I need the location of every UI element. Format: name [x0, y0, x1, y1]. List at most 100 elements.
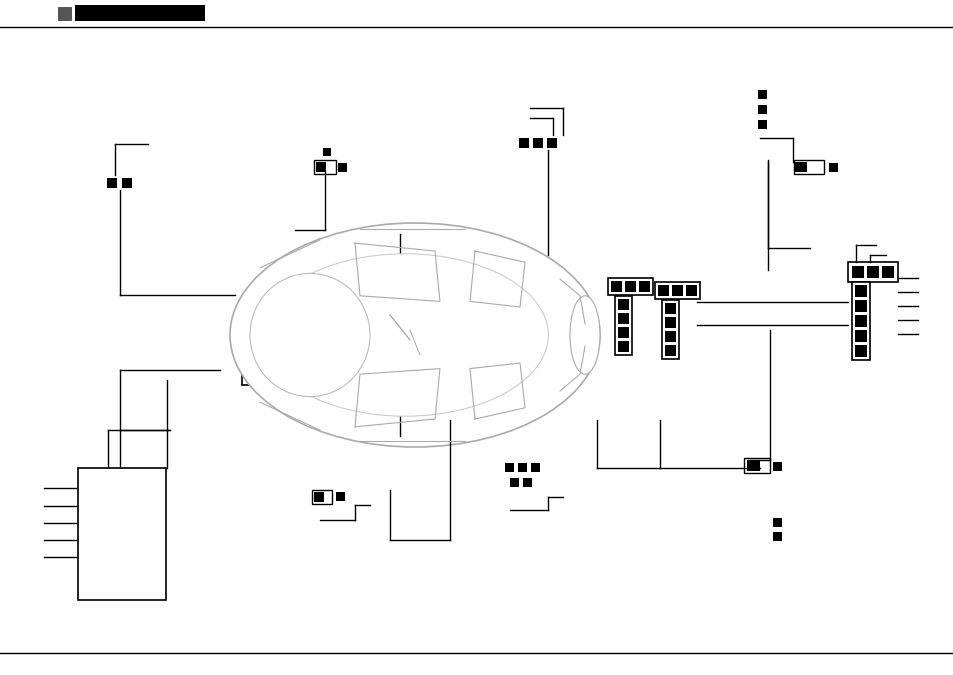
Bar	[116, 472, 130, 486]
Bar	[618, 299, 628, 310]
Bar	[82, 472, 96, 486]
Bar	[772, 532, 781, 541]
Bar	[851, 282, 869, 360]
Bar	[664, 345, 676, 356]
Bar	[258, 319, 269, 329]
Bar	[610, 281, 621, 292]
Bar	[432, 390, 452, 404]
Bar	[854, 345, 866, 357]
Bar	[497, 311, 506, 320]
Bar	[655, 282, 700, 299]
Bar	[497, 298, 506, 307]
Bar	[664, 317, 676, 328]
Bar	[618, 341, 628, 352]
Bar	[661, 300, 679, 359]
Bar	[772, 518, 781, 527]
Bar	[258, 345, 269, 355]
Bar	[82, 490, 96, 504]
Bar	[323, 148, 331, 156]
Bar	[432, 398, 440, 407]
Bar	[434, 392, 443, 402]
Bar	[488, 398, 497, 407]
Bar	[664, 303, 676, 314]
Bar	[793, 160, 823, 174]
Bar	[772, 462, 781, 471]
Bar	[246, 358, 255, 368]
Bar	[152, 512, 164, 528]
Bar	[152, 572, 164, 588]
Ellipse shape	[250, 273, 370, 397]
Bar	[685, 285, 697, 296]
Bar	[82, 526, 96, 540]
Bar	[453, 412, 461, 421]
Bar	[522, 478, 532, 487]
Bar	[497, 285, 506, 294]
Bar	[518, 138, 529, 148]
Bar	[671, 285, 682, 296]
Bar	[152, 552, 164, 568]
Bar	[122, 178, 132, 188]
Bar	[58, 7, 71, 20]
Bar	[618, 327, 628, 338]
Bar	[246, 345, 255, 355]
Bar	[517, 463, 526, 472]
Bar	[152, 472, 164, 488]
Bar	[533, 138, 542, 148]
Bar	[854, 285, 866, 297]
Bar	[639, 281, 649, 292]
Bar	[476, 398, 484, 407]
Bar	[78, 468, 166, 600]
Bar	[854, 300, 866, 312]
Bar	[258, 358, 269, 368]
Bar	[624, 281, 636, 292]
Bar	[75, 5, 205, 21]
Bar	[82, 508, 96, 522]
Bar	[82, 544, 96, 558]
Ellipse shape	[569, 296, 599, 374]
Bar	[510, 478, 518, 487]
Bar	[246, 319, 255, 329]
Bar	[854, 315, 866, 327]
Bar	[312, 490, 332, 504]
Bar	[758, 120, 766, 129]
Bar	[82, 562, 96, 576]
Bar	[607, 278, 652, 295]
Bar	[152, 532, 164, 548]
Bar	[743, 458, 769, 473]
Bar	[504, 463, 514, 472]
Bar	[456, 315, 464, 324]
Bar	[315, 162, 326, 172]
Bar	[99, 472, 112, 486]
Bar	[472, 258, 492, 272]
Bar	[246, 332, 255, 342]
Bar	[452, 398, 460, 407]
Bar	[152, 492, 164, 508]
Bar	[258, 371, 269, 381]
Bar	[337, 163, 347, 172]
Bar	[463, 398, 473, 407]
Bar	[615, 296, 631, 355]
Bar	[497, 272, 506, 281]
Bar	[758, 105, 766, 114]
Bar	[854, 330, 866, 342]
Bar	[258, 332, 269, 342]
Bar	[847, 262, 897, 282]
Bar	[758, 90, 766, 99]
Bar	[664, 331, 676, 342]
Bar	[507, 258, 517, 267]
Ellipse shape	[261, 254, 548, 416]
Bar	[441, 315, 451, 324]
Bar	[531, 463, 539, 472]
Bar	[882, 266, 893, 278]
Bar	[618, 313, 628, 324]
Ellipse shape	[230, 223, 599, 447]
Bar	[314, 492, 324, 502]
Bar	[335, 492, 345, 501]
Bar	[866, 266, 878, 278]
Bar	[107, 178, 117, 188]
Bar	[475, 260, 484, 270]
Bar	[828, 163, 837, 172]
Bar	[746, 460, 760, 471]
Bar	[242, 315, 273, 385]
Bar	[519, 258, 529, 267]
